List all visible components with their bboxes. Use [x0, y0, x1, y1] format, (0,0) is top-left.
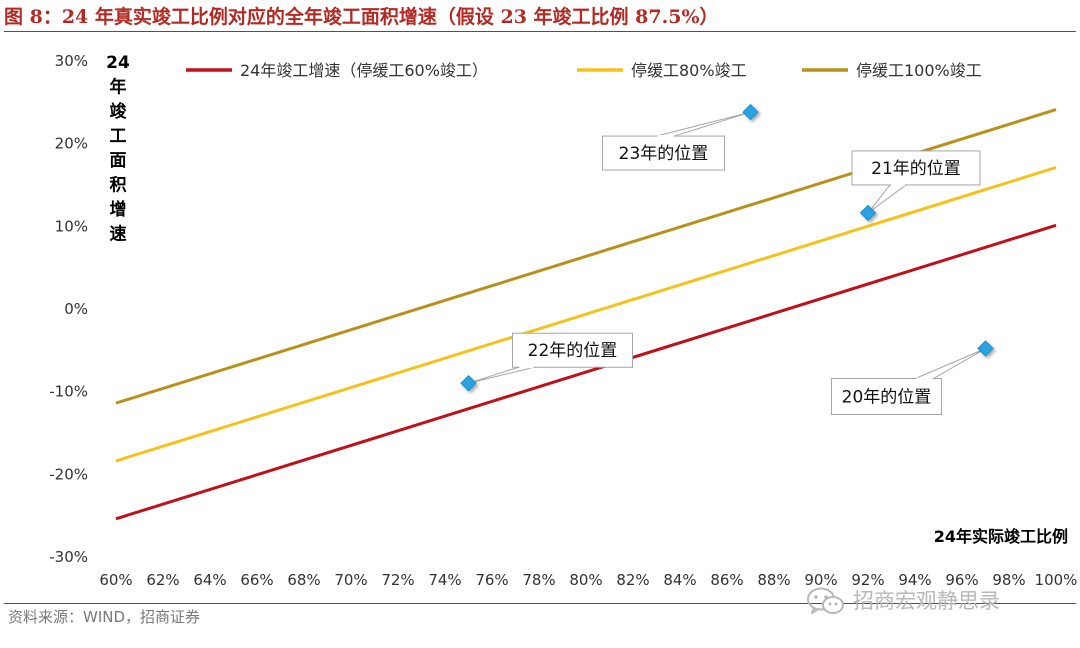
- y-tick-label: 20%: [55, 135, 88, 153]
- legend-label: 停缓工100%竣工: [856, 61, 982, 80]
- y-axis-label-char: 增: [110, 199, 127, 220]
- x-tick-label: 86%: [710, 571, 743, 589]
- x-tick-label: 62%: [146, 571, 179, 589]
- callout-pointer: [468, 366, 535, 384]
- data-markers: [460, 103, 994, 392]
- y-tick-label: 0%: [64, 300, 88, 318]
- data-point-marker: [859, 204, 877, 222]
- y-axis-label-char: 积: [110, 176, 127, 196]
- y-tick-label: 30%: [55, 52, 88, 70]
- x-tick-label: 100%: [1035, 571, 1078, 589]
- source-note: 资料来源：WIND，招商证券: [8, 608, 201, 626]
- callout-pointer: [867, 184, 907, 214]
- y-axis-label-char: 24: [106, 53, 130, 73]
- x-tick-label: 80%: [569, 571, 602, 589]
- series-line: [115, 166, 1057, 463]
- callout-label: 22年的位置: [528, 341, 618, 361]
- callout-box: [512, 332, 633, 368]
- title-rule: [4, 31, 1076, 32]
- y-axis-label-char: 年: [110, 77, 127, 98]
- x-tick-label: 84%: [663, 571, 696, 589]
- x-tick-label: 82%: [616, 571, 649, 589]
- y-axis-label-char: 竣: [110, 101, 128, 122]
- footer-rule: [4, 603, 1076, 604]
- y-axis-label: 24 年竣工面积增速: [106, 53, 130, 245]
- x-tick-label: 96%: [945, 571, 978, 589]
- x-tick-label: 66%: [240, 571, 273, 589]
- callout-box: [831, 378, 942, 416]
- x-axis-ticks: 60% 62% 64% 66% 68% 70% 72% 74% 76% 78% 80% 82% 84% 8…: [99, 571, 1077, 589]
- y-tick-label: -30%: [49, 548, 88, 566]
- callout-pointer: [915, 348, 986, 380]
- x-tick-label: 98%: [992, 571, 1025, 589]
- callout-label: 23年的位置: [619, 144, 709, 164]
- x-axis-label: 24年实际竣工比例: [934, 527, 1068, 546]
- x-tick-label: 90%: [804, 571, 837, 589]
- legend-label: 24年竣工增速（停缓工60%竣工）: [240, 61, 488, 80]
- x-tick-label: 68%: [287, 571, 320, 589]
- x-tick-label: 88%: [757, 571, 790, 589]
- watermark: 招商宏观静思录: [805, 585, 1000, 617]
- x-tick-label: 60%: [99, 571, 132, 589]
- data-point-marker: [977, 340, 994, 357]
- y-axis-label-char: 速: [110, 224, 127, 245]
- callout-pointer: [656, 111, 751, 137]
- callout-label: 20年的位置: [842, 388, 932, 408]
- data-point-marker: [460, 375, 477, 392]
- y-axis-ticks: 30% 20% 10% 0% -10% -20% -30%: [49, 52, 88, 566]
- x-tick-label: 64%: [193, 571, 226, 589]
- x-tick-label: 76%: [475, 571, 508, 589]
- x-tick-label: 94%: [898, 571, 931, 589]
- x-tick-label: 74%: [428, 571, 461, 589]
- y-tick-label: 10%: [55, 217, 88, 235]
- watermark-text: 招商宏观静思录: [853, 589, 1000, 613]
- callout-label: 21年的位置: [871, 159, 961, 179]
- figure-title: 图 8：24 年真实竣工比例对应的全年竣工面积增速（假设 23 年竣工比例 87…: [4, 6, 719, 28]
- annotations: 23年的位置 21年的位置 22年的位置 20年的位置: [468, 111, 986, 416]
- x-tick-label: 72%: [381, 571, 414, 589]
- data-point-marker: [742, 103, 759, 121]
- x-tick-label: 70%: [334, 571, 367, 589]
- y-tick-label: -20%: [49, 465, 88, 483]
- x-tick-label: 92%: [851, 571, 884, 589]
- series-line: [115, 223, 1057, 521]
- legend-label: 停缓工80%竣工: [631, 61, 747, 80]
- y-axis-label-char: 工: [110, 127, 127, 147]
- callout-box: [851, 150, 981, 186]
- x-tick-label: 78%: [522, 571, 555, 589]
- y-axis-label-char: 面: [110, 151, 127, 171]
- wechat-icon: [807, 587, 844, 614]
- y-tick-label: -10%: [49, 383, 88, 401]
- legend: 24年竣工增速（停缓工60%竣工） 停缓工80%竣工 停缓工100%竣工: [186, 61, 982, 80]
